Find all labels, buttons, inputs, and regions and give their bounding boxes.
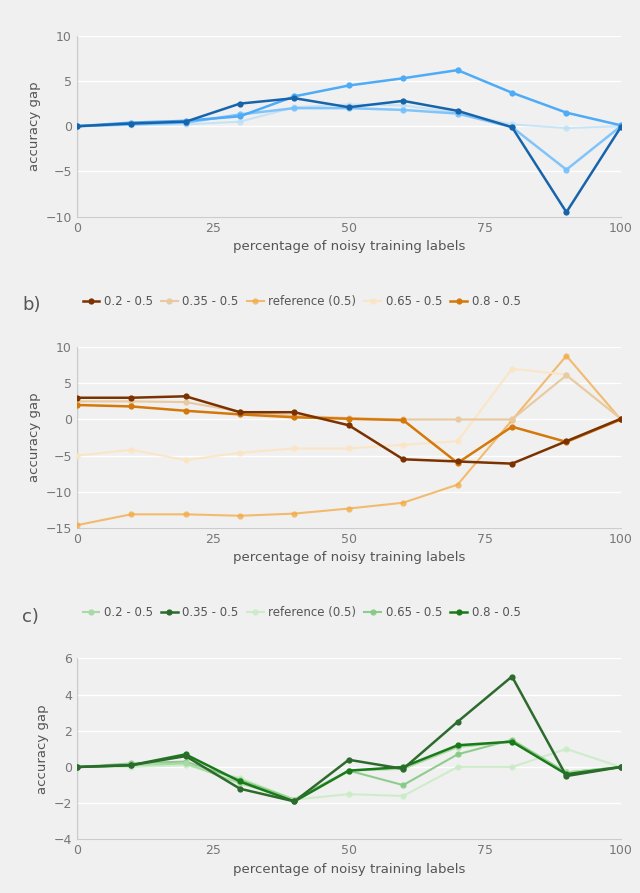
X-axis label: percentage of noisy training labels: percentage of noisy training labels: [232, 863, 465, 876]
Text: c): c): [22, 608, 39, 626]
Y-axis label: accuracy gap: accuracy gap: [28, 393, 42, 482]
X-axis label: percentage of noisy training labels: percentage of noisy training labels: [232, 240, 465, 253]
Legend: 0.2 - 0.5, 0.35 - 0.5, reference (0.5), 0.65 - 0.5, 0.8 - 0.5: 0.2 - 0.5, 0.35 - 0.5, reference (0.5), …: [83, 606, 520, 620]
Legend: 0.2 - 0.5, 0.35 - 0.5, reference (0.5), 0.65 - 0.5, 0.8 - 0.5: 0.2 - 0.5, 0.35 - 0.5, reference (0.5), …: [83, 295, 520, 308]
Y-axis label: accuracy gap: accuracy gap: [36, 704, 49, 794]
Y-axis label: accuracy gap: accuracy gap: [28, 81, 42, 171]
X-axis label: percentage of noisy training labels: percentage of noisy training labels: [232, 552, 465, 564]
Text: b): b): [22, 296, 41, 314]
